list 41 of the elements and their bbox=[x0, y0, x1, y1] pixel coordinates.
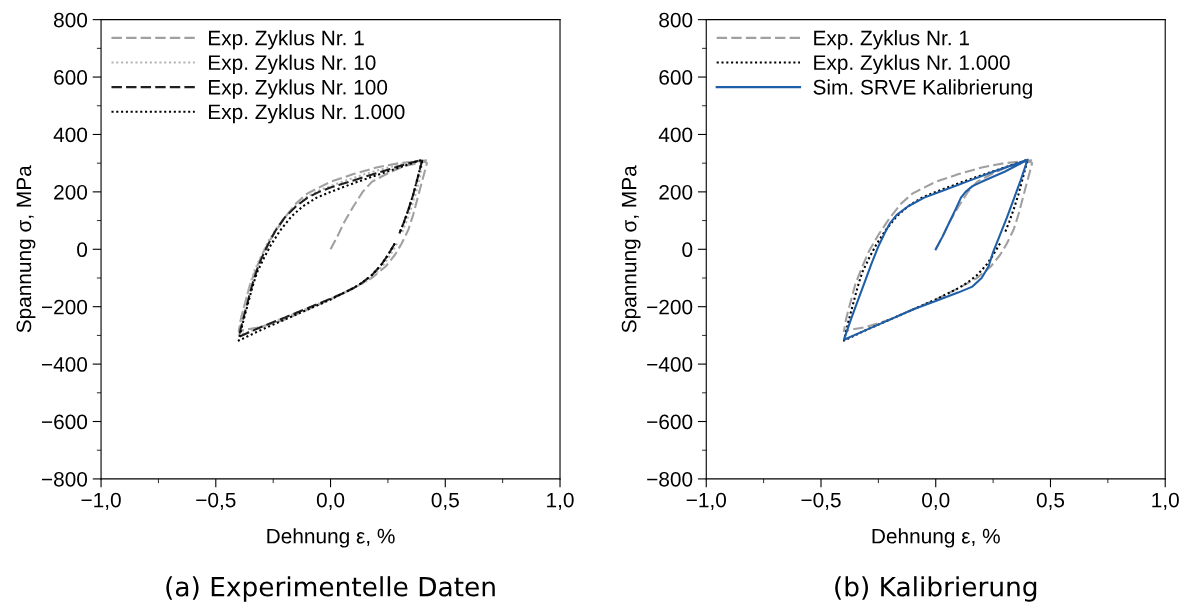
y-tick-label: −200 bbox=[41, 299, 88, 315]
y-tick-label: −400 bbox=[647, 357, 693, 372]
y-tick-label: 800 bbox=[54, 12, 88, 28]
x-axis-title: Dehnung ε, % bbox=[267, 528, 395, 548]
y-tick-label: 600 bbox=[659, 70, 693, 85]
legend-label: Exp. Zyklus Nr. 10 bbox=[209, 54, 376, 75]
x-tick-label: −1,0 bbox=[81, 492, 121, 510]
x-tick-label: −0,5 bbox=[801, 492, 841, 510]
legend-label: Exp. Zyklus Nr. 1.000 bbox=[814, 54, 1010, 75]
y-tick-label: −600 bbox=[647, 414, 693, 430]
x-tick-label: 0,0 bbox=[922, 492, 950, 510]
y-tick-label: −600 bbox=[41, 414, 88, 430]
legend-label: Exp. Zyklus Nr. 1 bbox=[209, 30, 364, 50]
y-tick-label: 0 bbox=[77, 242, 88, 258]
x-tick-label: 1,0 bbox=[547, 492, 574, 510]
x-tick-label: 0,5 bbox=[1036, 492, 1065, 510]
x-tick-label: 1,0 bbox=[1152, 492, 1179, 510]
legend-label: Exp. Zyklus Nr. 1.000 bbox=[209, 103, 405, 124]
legend-label: Exp. Zyklus Nr. 100 bbox=[209, 79, 388, 99]
legend-label: Exp. Zyklus Nr. 1 bbox=[814, 30, 969, 50]
y-axis-title: Spannung σ, MPa bbox=[16, 165, 36, 333]
x-tick-label: 0,5 bbox=[431, 492, 459, 510]
y-tick-label: 600 bbox=[54, 70, 88, 85]
x-tick-label: 0,0 bbox=[316, 492, 345, 510]
text: (a) Experimentelle Daten bbox=[166, 576, 495, 602]
y-tick-label: 200 bbox=[659, 184, 693, 200]
legend-label: Sim. SRVE Kalibrierung bbox=[813, 79, 1032, 99]
y-tick-label: 800 bbox=[659, 12, 693, 28]
x-axis-title: Dehnung ε, % bbox=[872, 528, 1000, 548]
y-tick-label: −400 bbox=[41, 357, 88, 372]
y-tick-label: 400 bbox=[53, 127, 88, 143]
text: (b) Kalibrierung bbox=[835, 576, 1037, 602]
x-tick-label: −1,0 bbox=[686, 492, 727, 510]
y-tick-label: 200 bbox=[54, 184, 88, 200]
y-tick-label: 0 bbox=[682, 242, 693, 258]
y-tick-label: −800 bbox=[41, 471, 88, 487]
y-tick-label: 400 bbox=[658, 127, 693, 143]
y-tick-label: −200 bbox=[647, 299, 693, 315]
y-tick-label: −800 bbox=[647, 471, 693, 487]
y-axis-title: Spannung σ, MPa bbox=[621, 165, 641, 333]
x-tick-label: −0,5 bbox=[196, 492, 236, 510]
